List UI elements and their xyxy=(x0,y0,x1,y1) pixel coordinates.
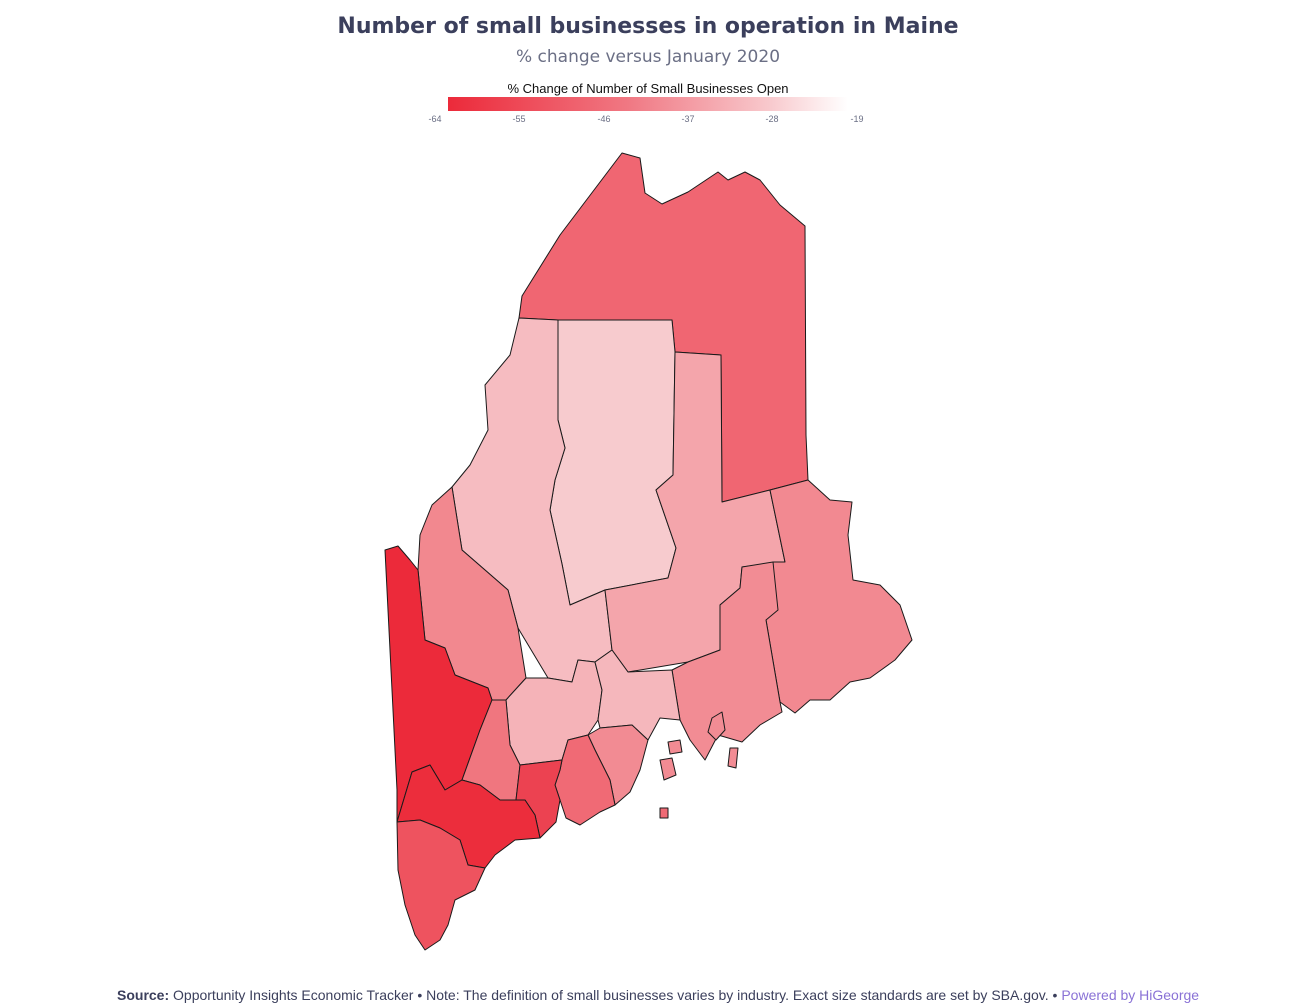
county-washington[interactable] xyxy=(765,479,913,714)
island xyxy=(659,757,677,781)
island xyxy=(707,711,726,741)
legend-tick: -64 xyxy=(428,114,442,124)
legend-tick: -46 xyxy=(597,114,611,124)
chart-title: Number of small businesses in operation … xyxy=(337,14,959,39)
county-hancock[interactable] xyxy=(671,561,783,761)
legend-title: % Change of Number of Small Businesses O… xyxy=(507,81,789,96)
legend-tick: -37 xyxy=(681,114,695,124)
island xyxy=(659,807,669,819)
county-waldo[interactable] xyxy=(594,649,681,741)
legend-tick: -55 xyxy=(512,114,526,124)
footer-text: Opportunity Insights Economic Tracker • … xyxy=(169,987,1062,1003)
powered-by-link[interactable]: Powered by HiGeorge xyxy=(1061,987,1200,1003)
chart-subtitle: % change versus January 2020 xyxy=(515,47,781,67)
footer-source-label: Source: xyxy=(117,987,170,1003)
legend-color-scale xyxy=(448,97,848,111)
legend-tick: -28 xyxy=(765,114,779,124)
island xyxy=(667,739,683,755)
county-piscataquis[interactable] xyxy=(549,319,677,606)
footer: Source: Opportunity Insights Economic Tr… xyxy=(117,987,1199,1003)
legend-tick: -19 xyxy=(850,114,864,124)
island xyxy=(727,747,739,769)
county-york[interactable] xyxy=(396,819,486,951)
